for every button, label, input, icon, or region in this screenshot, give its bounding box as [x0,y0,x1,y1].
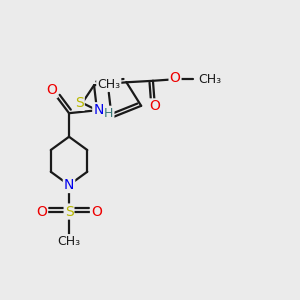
Text: O: O [46,83,57,97]
Text: H: H [104,107,113,120]
Text: S: S [65,205,74,218]
Text: O: O [91,205,102,218]
Text: O: O [36,205,47,218]
Text: CH₃: CH₃ [97,78,120,91]
Text: O: O [149,99,160,113]
Text: O: O [169,71,181,85]
Text: S: S [75,96,84,110]
Text: N: N [93,103,104,117]
Text: CH₃: CH₃ [199,73,222,86]
Text: N: N [64,178,74,192]
Text: CH₃: CH₃ [58,235,81,248]
